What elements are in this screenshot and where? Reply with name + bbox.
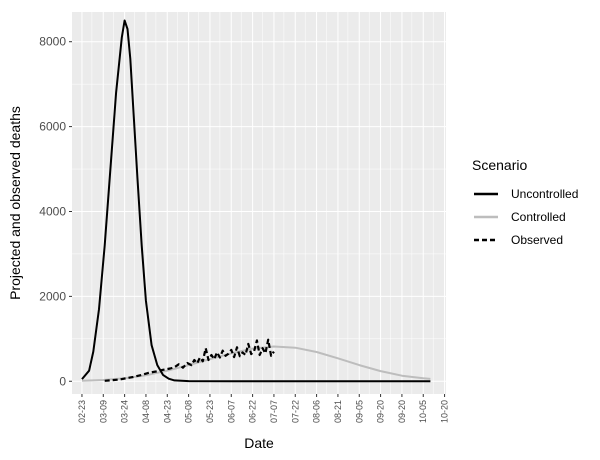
legend-items: Uncontrolled Controlled Observed bbox=[474, 187, 578, 247]
x-tick-label: 08-21 bbox=[333, 400, 343, 423]
x-axis-ticks: 02-23 03-09 03-24 04-08 04-23 05-08 05-23 06-07… bbox=[77, 394, 450, 423]
x-tick-label: 06-22 bbox=[248, 400, 258, 423]
legend-label-observed: Observed bbox=[511, 233, 563, 247]
x-tick-label: 07-22 bbox=[290, 400, 300, 423]
x-tick-label: 10-20 bbox=[440, 400, 450, 423]
legend: Scenario Uncontrolled Controlled Observed bbox=[472, 157, 578, 247]
legend-label-uncontrolled: Uncontrolled bbox=[511, 187, 578, 201]
x-tick-label: 09-20 bbox=[397, 400, 407, 423]
x-tick-label: 08-06 bbox=[312, 400, 322, 423]
x-tick-label: 07-07 bbox=[269, 400, 279, 423]
grid-minor bbox=[72, 12, 446, 394]
x-tick-label: 02-23 bbox=[77, 400, 87, 423]
y-tick-label: 6000 bbox=[39, 120, 66, 134]
y-tick-label: 8000 bbox=[39, 35, 66, 49]
x-tick-label: 05-08 bbox=[184, 400, 194, 423]
y-axis-ticks: 0 2000 4000 6000 8000 bbox=[39, 35, 72, 388]
x-tick-label: 06-07 bbox=[226, 400, 236, 423]
y-tick-label: 0 bbox=[59, 374, 66, 388]
series-line-observed bbox=[104, 338, 275, 382]
x-tick-label: 09-05 bbox=[354, 400, 364, 423]
grid-major bbox=[72, 12, 446, 394]
series-line-uncontrolled bbox=[81, 19, 431, 383]
series-layer bbox=[81, 19, 431, 383]
x-tick-label: 05-23 bbox=[205, 400, 215, 423]
y-tick-label: 2000 bbox=[39, 289, 66, 303]
x-tick-label: 03-24 bbox=[120, 400, 130, 423]
x-tick-label: 03-09 bbox=[98, 400, 108, 423]
x-tick-label: 10-05 bbox=[418, 400, 428, 423]
x-tick-label: 04-08 bbox=[141, 400, 151, 423]
legend-title: Scenario bbox=[472, 157, 527, 173]
y-tick-label: 4000 bbox=[39, 204, 66, 218]
x-axis-title: Date bbox=[244, 435, 274, 451]
x-tick-label: 04-23 bbox=[162, 400, 172, 423]
legend-label-controlled: Controlled bbox=[511, 210, 566, 224]
plot-panel bbox=[72, 12, 446, 394]
y-axis-title: Projected and observed deaths bbox=[7, 106, 23, 300]
x-tick-label: 09-20 bbox=[376, 400, 386, 423]
